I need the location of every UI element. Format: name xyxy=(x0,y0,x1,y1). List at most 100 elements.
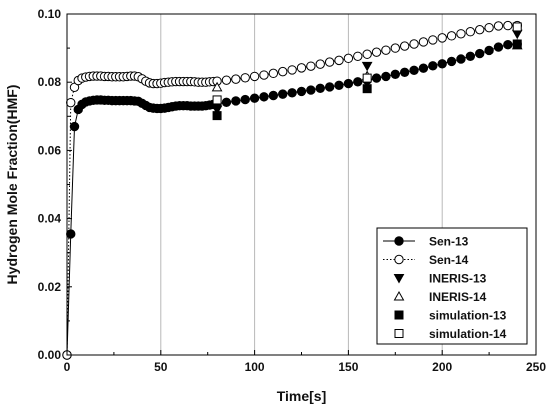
data-point xyxy=(212,111,222,121)
series-markers-simulation-14 xyxy=(212,22,522,105)
data-point xyxy=(278,66,288,77)
data-point xyxy=(503,20,513,31)
data-point xyxy=(66,229,76,239)
series-markers-ineris-13 xyxy=(211,29,523,115)
data-point xyxy=(362,84,372,94)
legend-box xyxy=(376,227,528,345)
x-tick-label: 50 xyxy=(154,360,168,374)
data-point xyxy=(381,71,391,82)
data-point xyxy=(381,45,391,55)
data-point xyxy=(287,88,297,98)
data-point xyxy=(475,24,485,35)
data-point xyxy=(399,41,410,51)
data-point xyxy=(503,39,513,50)
data-point xyxy=(428,35,438,45)
data-point xyxy=(315,83,325,94)
data-point xyxy=(465,27,476,37)
data-point xyxy=(315,59,325,69)
series-layer xyxy=(62,20,523,360)
legend-label: Sen-14 xyxy=(429,253,469,267)
data-point xyxy=(353,51,363,61)
legend-marker-sen-14 xyxy=(394,254,404,265)
data-point xyxy=(249,93,260,103)
data-point xyxy=(512,22,522,32)
data-point xyxy=(221,97,232,108)
data-point xyxy=(296,63,307,73)
legend-marker-sen-13 xyxy=(394,236,404,246)
x-tick-label: 100 xyxy=(245,360,265,374)
data-point xyxy=(399,67,410,78)
data-point xyxy=(371,73,382,83)
y-tick-label: 0.06 xyxy=(38,143,62,157)
data-point xyxy=(493,42,504,52)
legend-label: simulation-14 xyxy=(429,327,507,341)
data-point xyxy=(240,94,250,105)
data-point xyxy=(211,81,223,92)
y-tick-label: 0.10 xyxy=(38,7,62,21)
data-point xyxy=(465,51,476,61)
x-tick-label: 200 xyxy=(432,360,452,374)
legend-label: INERIS-14 xyxy=(429,290,487,304)
data-point xyxy=(69,121,80,132)
data-point xyxy=(362,73,372,83)
data-point xyxy=(493,21,504,31)
data-point xyxy=(475,48,485,59)
data-point xyxy=(418,63,429,73)
data-point xyxy=(456,29,466,39)
data-point xyxy=(324,82,335,92)
series-markers-simulation-13 xyxy=(212,39,522,121)
data-point xyxy=(446,56,457,67)
legend-marker-ineris-13 xyxy=(393,274,405,284)
data-point xyxy=(353,77,363,87)
data-point xyxy=(456,54,466,64)
data-point xyxy=(484,22,494,33)
data-point xyxy=(287,65,297,75)
x-tick-label: 250 xyxy=(526,360,546,374)
data-point xyxy=(259,92,269,102)
data-point xyxy=(231,96,241,106)
y-tick-label: 0.08 xyxy=(38,75,62,89)
x-axis-title: Time[s] xyxy=(277,388,327,404)
data-point xyxy=(343,78,354,89)
data-point xyxy=(437,33,447,43)
data-point xyxy=(221,75,232,85)
data-point xyxy=(428,61,438,71)
legend-label: INERIS-13 xyxy=(429,272,487,286)
x-tick-label: 150 xyxy=(338,360,358,374)
legend-marker-simulation-13 xyxy=(394,310,404,320)
data-point xyxy=(231,74,241,84)
data-point xyxy=(512,39,522,49)
data-point xyxy=(362,49,372,59)
data-point xyxy=(306,85,316,95)
y-tick-label: 0.02 xyxy=(38,280,62,294)
legend-label: Sen-13 xyxy=(429,235,469,249)
data-point xyxy=(343,53,354,64)
data-point xyxy=(390,69,400,80)
legend-marker-ineris-14 xyxy=(393,290,405,301)
data-point xyxy=(211,105,223,115)
data-point xyxy=(334,80,344,90)
data-point xyxy=(306,61,316,71)
data-point xyxy=(296,86,307,97)
data-point xyxy=(249,71,260,82)
data-point xyxy=(212,95,222,105)
y-tick-label: 0.00 xyxy=(38,348,62,362)
data-point xyxy=(334,55,344,66)
data-point xyxy=(278,89,288,99)
data-point xyxy=(409,39,419,49)
data-point xyxy=(446,31,457,41)
data-point xyxy=(371,47,382,57)
data-point xyxy=(240,73,250,83)
data-point xyxy=(418,37,429,47)
data-point xyxy=(361,61,373,72)
data-point xyxy=(268,68,279,79)
data-point xyxy=(268,90,279,101)
x-tick-label: 0 xyxy=(64,360,71,374)
legend-marker-simulation-14 xyxy=(394,329,404,338)
legend: Sen-13 Sen-14 INERIS-13 INERIS-14 simulation… xyxy=(376,227,528,345)
data-point xyxy=(259,70,269,80)
axis-ticks: 0 50 100 150 200 250 0.00 0.02 0.04 0.06 0.08 0.10 xyxy=(38,7,547,374)
y-axis-title: Hydrogen Mole Fraction(HMF) xyxy=(4,85,20,285)
data-point xyxy=(390,43,400,53)
